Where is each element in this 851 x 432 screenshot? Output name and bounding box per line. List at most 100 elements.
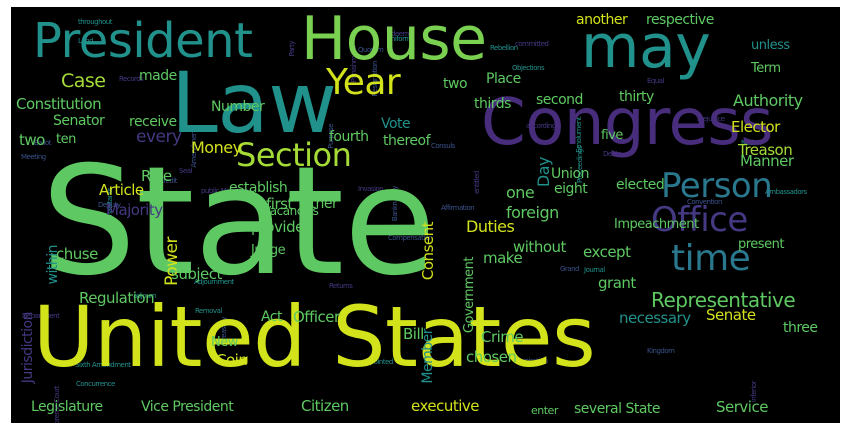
cloud-word-impeachment: Impeachment [614,217,699,232]
cloud-word-grant: grant [598,274,636,292]
cloud-word-regulation: Regulation [79,289,155,307]
word-cloud: Compensation public Ministers Sixth Amendm… [11,7,840,423]
cloud-small-word: Nation [741,139,761,147]
cloud-small-word: Seal [179,167,192,175]
cloud-small-word: Sixth Amendment [75,361,131,369]
cloud-word-government: Government [462,257,477,334]
cloud-word-member: Member [420,329,436,384]
cloud-word-judge: Judge [251,243,286,258]
cloud-small-word: Records [119,75,144,83]
cloud-word-fourth: fourth [329,129,369,145]
cloud-word-three: three [783,320,818,336]
cloud-word-person: Person [661,166,773,206]
cloud-small-word: Journal [584,266,605,274]
cloud-word-enter: enter [531,404,558,417]
cloud-word-authority: Authority [733,91,803,110]
cloud-word-chuse: chuse [56,245,98,263]
cloud-word-citizen: Citizen [301,397,349,415]
cloud-word-majority: Majority [106,201,163,219]
cloud-small-word: public Ministers [201,187,248,195]
cloud-word-vice-president: Vice President [141,399,234,415]
cloud-word-officer: Officer [293,308,340,326]
cloud-word-may: may [581,12,711,82]
cloud-small-word: Department [22,312,60,320]
cloud-word-either: either [299,196,338,212]
cloud-word-eight: eight [554,181,588,197]
cloud-small-word: appointed [362,358,393,366]
cloud-word-section: Section [236,136,352,174]
cloud-word-elected: elected [616,177,665,193]
cloud-word-vacancies: Vacancies [263,204,319,218]
cloud-word-first: first [266,195,293,213]
cloud-word-crime: Crime [481,328,524,346]
cloud-small-word: Equal [647,77,665,85]
cloud-small-word: entitled [473,171,481,194]
cloud-word-second: second [536,92,583,108]
cloud-word-congress: Congress [481,86,774,160]
cloud-word-number: Number [211,99,265,115]
cloud-small-word: Ambassadors [765,188,807,196]
cloud-word-thereof: thereof [383,133,431,149]
cloud-word-foreign: foreign [506,203,559,222]
cloud-small-word: throughout [78,18,112,26]
cloud-small-word: Returns [329,282,353,290]
cloud-word-ten: ten [56,132,76,147]
cloud-small-word: deem [391,30,409,38]
cloud-word-bill: Bill [403,325,424,343]
cloud-word-without: without [513,238,566,256]
cloud-small-word: Concurrence [76,380,115,388]
cloud-word-several-state: several State [574,401,661,417]
cloud-small-word: Objections [512,64,545,72]
cloud-small-word: Removal [195,307,222,315]
cloud-small-word: according [526,122,556,130]
cloud-word-receive: receive [129,114,177,130]
cloud-small-word: Prejudice [697,115,725,123]
cloud-word-another: another [576,12,628,28]
cloud-word-day: Day [534,157,553,188]
cloud-word-time: time [671,238,751,279]
cloud-word-law: Law [171,54,337,152]
cloud-small-word: Invasion [358,185,384,193]
cloud-word-constitution: Constitution [16,95,102,113]
cloud-small-word: committed [515,40,549,48]
cloud-word-except: except [583,243,631,261]
cloud-small-word: Grand [560,265,579,273]
cloud-word-make: make [483,249,523,267]
cloud-word-senate: Senate [706,306,756,324]
cloud-small-word: Expiration [517,357,548,365]
cloud-word-elector: Elector [731,118,780,136]
cloud-word-coin: Coin [216,351,248,369]
cloud-small-word: Deputy [98,201,121,209]
cloud-small-word: Convention [687,198,722,206]
cloud-word-state-big: State [41,135,436,309]
cloud-word-legislature: Legislature [31,399,103,415]
cloud-word-two2: two [19,131,45,149]
cloud-word-senator: Senator [53,113,105,129]
cloud-word-union: Union [551,166,589,182]
cloud-small-word: Rebellion [490,44,518,52]
cloud-small-word: Affirmation [441,204,475,212]
cloud-word-case: Case [61,70,106,92]
cloud-word-house: House [301,7,487,74]
cloud-word-present: present [738,237,784,252]
cloud-small-word: Meeting [21,153,46,161]
cloud-word-every: every [136,127,182,147]
cloud-word-made: made [139,68,177,84]
cloud-word-necessary: necessary [619,309,691,327]
cloud-small-word: Quorum [358,46,384,54]
cloud-small-word: Ballot [34,139,52,147]
cloud-small-word: adjourn [133,292,157,300]
cloud-small-word: Credit [159,177,178,185]
cloud-small-word: Debts [603,150,622,158]
cloud-word-provide: provide [251,218,304,236]
cloud-word-one: one [506,183,535,202]
cloud-word-vote: Vote [381,116,411,132]
cloud-word-unless: unless [751,38,790,53]
cloud-word-treason: Treason [738,141,793,159]
cloud-word-two: two [443,76,468,92]
cloud-word-president: President [33,13,253,69]
cloud-word-service: Service [716,398,768,416]
cloud-word-place: Place [486,71,521,87]
cloud-word-manner: Manner [740,152,794,170]
cloud-small-word: uniform [387,35,411,43]
